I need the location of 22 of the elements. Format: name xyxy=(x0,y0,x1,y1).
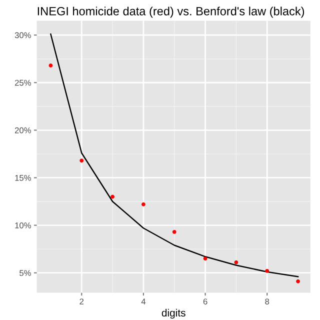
line-series xyxy=(50,33,299,278)
point xyxy=(234,260,238,264)
chart-title: INEGI homicide data (red) vs. Benford's law (black) xyxy=(38,6,304,18)
point xyxy=(80,158,84,163)
x-tick-label: 2 xyxy=(80,298,84,304)
y-tick-label: 25% xyxy=(14,80,31,86)
x-tick-label: 4 xyxy=(141,298,146,304)
y-tick-label: 15% xyxy=(15,174,31,181)
x-tick-label: 8 xyxy=(265,298,270,304)
point xyxy=(110,194,115,199)
point xyxy=(203,256,208,261)
y-tick-label: 20% xyxy=(14,127,31,134)
point xyxy=(172,230,176,234)
point xyxy=(141,202,146,206)
point xyxy=(265,268,270,273)
x-tick-label: 6 xyxy=(203,298,208,304)
y-tick-label: 5% xyxy=(20,270,31,276)
y-tick-label: 30% xyxy=(14,32,31,38)
point xyxy=(48,64,53,68)
x-axis-title: digits xyxy=(162,308,186,319)
y-tick-label: 10% xyxy=(15,222,31,228)
point xyxy=(296,279,300,284)
